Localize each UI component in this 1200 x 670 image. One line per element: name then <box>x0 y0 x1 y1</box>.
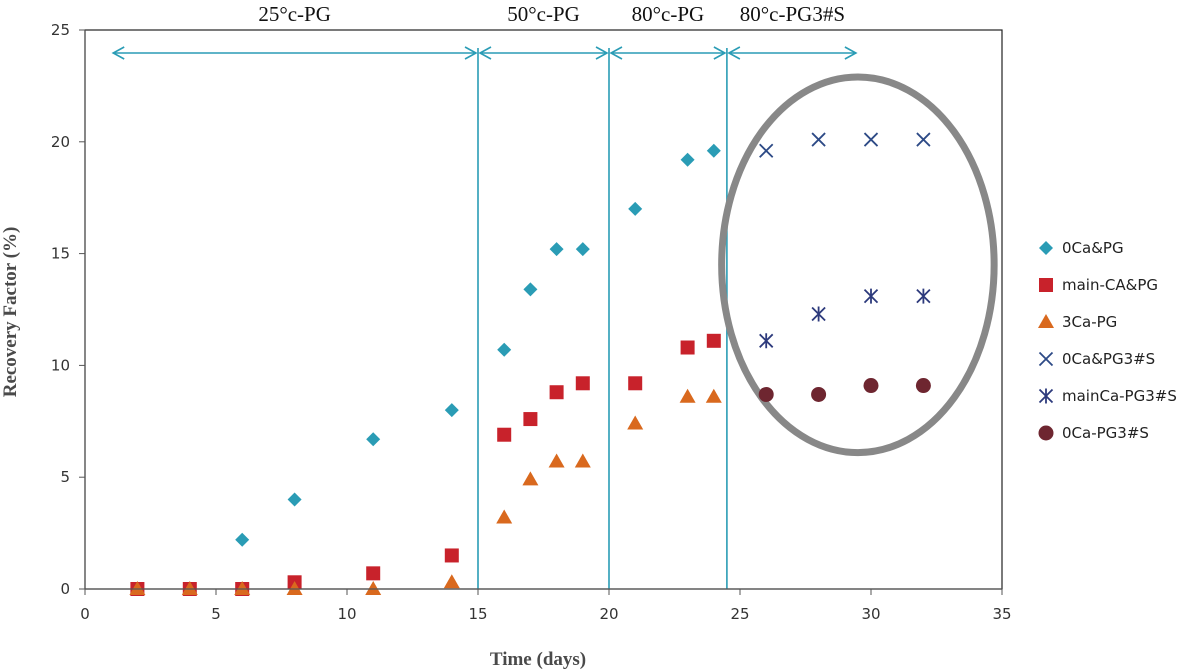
x-tick-label: 25 <box>730 605 749 623</box>
legend-marker <box>1038 314 1054 328</box>
data-point-0ca-pg <box>497 342 512 357</box>
y-tick-label: 25 <box>51 21 70 39</box>
data-point-0ca-pg <box>523 282 538 297</box>
data-point-mainca-pg3-s <box>863 288 879 304</box>
x-tick-label: 5 <box>211 605 221 623</box>
data-point-0ca-pg3-s <box>863 132 879 147</box>
x-tick-label: 35 <box>992 605 1011 623</box>
data-point-main-ca-pg <box>523 412 538 427</box>
data-point-0ca-pg <box>706 143 721 158</box>
legend: 0Ca&PG main-CA&PG 3Ca-PG 0Ca&PG3#S mainCa-PG… <box>1038 239 1177 442</box>
legend-label: 0Ca&PG <box>1062 239 1124 257</box>
data-point-0ca-pg3-s <box>811 132 826 147</box>
x-tick-label: 10 <box>337 605 356 623</box>
region-arrowhead-right <box>713 46 727 60</box>
x-axis-title: Time (days) <box>490 649 586 670</box>
x-tick-label: 30 <box>861 605 880 623</box>
data-point-main-ca-pg <box>628 376 643 391</box>
y-axis-title: Recovery Factor (%) <box>0 227 21 398</box>
data-point-0ca-pg <box>549 242 564 257</box>
legend-label: 0Ca-PG3#S <box>1062 424 1149 442</box>
data-point-0ca-pg <box>628 201 643 216</box>
legend-label: 3Ca-PG <box>1062 313 1117 331</box>
region-arrowhead-right <box>464 46 478 60</box>
legend-label: 0Ca&PG3#S <box>1062 350 1155 368</box>
data-point-0ca-pg <box>366 432 381 447</box>
legend-marker <box>1039 241 1053 255</box>
data-point-main-ca-pg <box>497 427 512 442</box>
region-label: 50°c-PG <box>507 2 580 26</box>
data-point-main-ca-pg <box>575 376 590 391</box>
data-point-0ca-pg3-s <box>759 143 774 158</box>
data-point-3ca-pg <box>181 581 198 595</box>
region-arrowhead-right <box>844 46 858 60</box>
legend-marker <box>1038 351 1054 367</box>
y-tick-label: 20 <box>51 133 70 151</box>
data-point-3ca-pg <box>286 581 303 595</box>
data-point-mainca-pg3-s <box>759 333 774 349</box>
region-arrowhead-left <box>478 46 492 60</box>
data-point-main-ca-pg <box>706 333 721 348</box>
data-point-3ca-pg <box>574 453 591 468</box>
data-point-3ca-pg <box>129 581 146 595</box>
region-arrowhead-left <box>111 46 125 60</box>
data-point-0ca-pg3-s <box>758 386 774 402</box>
highlight-ellipse <box>718 73 998 457</box>
region-guides-layer: 25°c-PG 50°c-PG 80°c-PG 80°c-PG3#S <box>111 2 998 589</box>
legend-label: main-CA&PG <box>1062 276 1158 294</box>
legend-label: mainCa-PG3#S <box>1062 387 1177 405</box>
y-tick-label: 15 <box>51 245 70 263</box>
data-point-main-ca-pg <box>366 566 381 581</box>
data-point-3ca-pg <box>627 415 644 430</box>
data-point-3ca-pg <box>705 388 722 403</box>
data-point-0ca-pg3-s <box>916 132 931 147</box>
data-point-main-ca-pg <box>680 340 695 355</box>
y-tick-label: 10 <box>51 356 70 374</box>
data-point-0ca-pg <box>235 532 250 547</box>
data-point-main-ca-pg <box>549 385 564 400</box>
data-point-3ca-pg <box>522 471 539 486</box>
data-point-0ca-pg <box>444 403 459 418</box>
data-point-mainca-pg3-s <box>811 306 826 322</box>
data-point-0ca-pg3-s <box>863 378 879 394</box>
data-point-0ca-pg <box>575 242 590 257</box>
legend-marker <box>1038 388 1054 404</box>
legend-marker <box>1039 278 1053 292</box>
data-point-3ca-pg <box>548 453 565 468</box>
data-point-3ca-pg <box>443 574 460 589</box>
region-arrowhead-left <box>727 46 741 60</box>
axis-layer: 0 5 10 15 20 25 30 35 0 5 10 15 20 25 <box>51 21 1012 623</box>
data-point-0ca-pg <box>680 152 695 167</box>
legend-marker <box>1038 425 1054 441</box>
region-label: 25°c-PG <box>258 2 331 26</box>
region-label: 80°c-PG <box>632 2 705 26</box>
region-arrowhead-left <box>609 46 623 60</box>
x-tick-label: 0 <box>80 605 90 623</box>
y-tick-label: 0 <box>60 580 70 598</box>
data-point-mainca-pg3-s <box>916 288 931 304</box>
data-point-3ca-pg <box>496 509 513 524</box>
data-point-0ca-pg3-s <box>811 386 827 402</box>
y-tick-label: 5 <box>60 468 70 486</box>
region-label: 80°c-PG3#S <box>740 2 845 26</box>
data-point-0ca-pg3-s <box>915 378 931 394</box>
data-point-main-ca-pg <box>444 548 459 563</box>
data-point-3ca-pg <box>234 581 251 595</box>
data-marks-layer <box>129 132 931 596</box>
data-point-3ca-pg <box>679 388 696 403</box>
data-point-0ca-pg <box>287 492 302 507</box>
region-arrowhead-right <box>595 46 609 60</box>
x-tick-label: 15 <box>468 605 487 623</box>
data-point-3ca-pg <box>365 581 382 595</box>
x-tick-label: 20 <box>599 605 618 623</box>
